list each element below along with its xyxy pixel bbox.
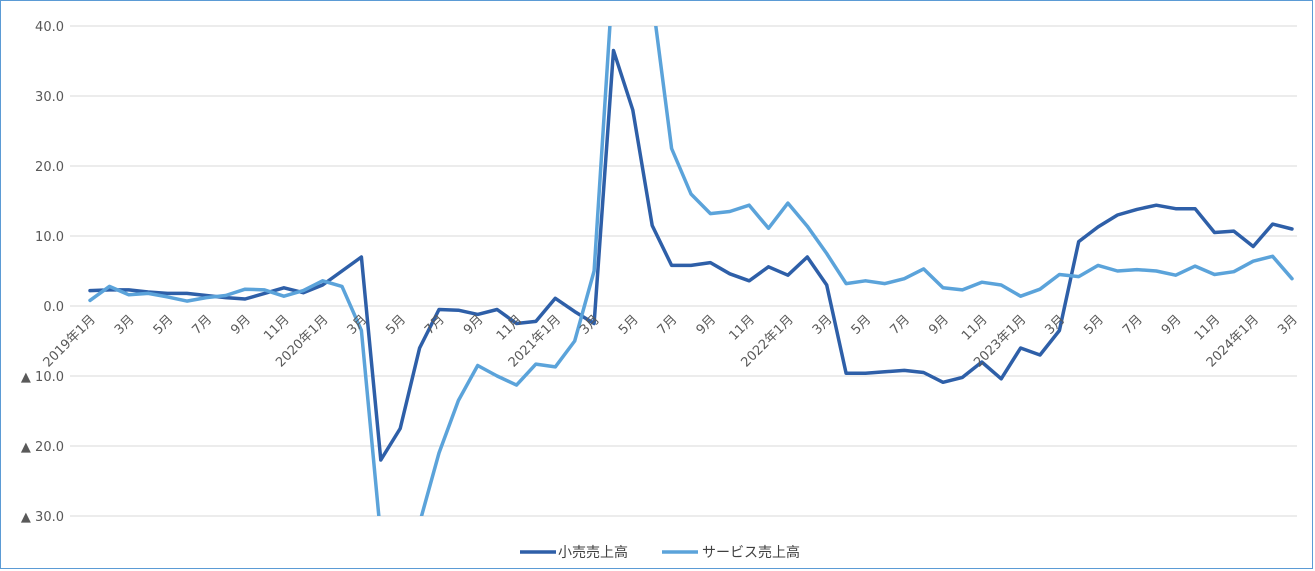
x-tick-label: 5月 <box>616 312 642 338</box>
legend: 小売売上高 サービス売上高 <box>520 544 800 561</box>
y-tick-label: 0.0 <box>43 300 64 315</box>
legend-label-1: 小売売上高 <box>558 544 628 561</box>
x-tick-label: 5月 <box>383 312 409 338</box>
x-tick-label: 3月 <box>112 312 138 338</box>
x-tick-label: 7月 <box>887 312 913 338</box>
y-tick-label: ▲ 20.0 <box>21 440 64 455</box>
x-tick-label: 9月 <box>228 312 254 338</box>
x-tick-label: 9月 <box>926 312 952 338</box>
y-tick-label: 10.0 <box>35 230 64 245</box>
x-tick-label: 11月 <box>959 312 990 343</box>
y-tick-label: 30.0 <box>35 90 64 105</box>
y-tick-label: ▲ 10.0 <box>21 370 64 385</box>
x-tick-label: 7月 <box>655 312 681 338</box>
x-tick-label: 3月 <box>810 312 836 338</box>
series-line-1 <box>88 48 1294 462</box>
x-tick-label: 3月 <box>1275 312 1301 338</box>
x-tick-label: 11月 <box>494 312 525 343</box>
x-tick-label: 11月 <box>1192 312 1223 343</box>
y-tick-label: 20.0 <box>35 160 64 175</box>
x-tick-label: 3月 <box>1043 312 1069 338</box>
x-tick-label: 9月 <box>461 312 487 338</box>
x-tick-label: 9月 <box>1159 312 1185 338</box>
x-tick-label: 5月 <box>151 312 177 338</box>
series-lines <box>88 26 1294 516</box>
series-line-2 <box>88 26 1294 516</box>
y-tick-label: ▲ 30.0 <box>21 510 64 525</box>
gridlines <box>70 25 1297 517</box>
x-tick-label: 5月 <box>1081 312 1107 338</box>
x-tick-label: 7月 <box>189 312 215 338</box>
legend-label-2: サービス売上高 <box>702 544 800 561</box>
x-tick-label: 11月 <box>726 312 757 343</box>
y-axis: 40.0 30.0 20.0 10.0 0.0 ▲ 10.0 ▲ 20.0 ▲ 30.0 <box>21 20 64 525</box>
y-tick-label: 40.0 <box>35 20 64 35</box>
x-tick-label: 11月 <box>261 312 292 343</box>
x-tick-label: 5月 <box>849 312 875 338</box>
x-tick-label: 2019年1月 <box>41 312 99 370</box>
x-tick-label: 7月 <box>1120 312 1146 338</box>
x-tick-label: 9月 <box>694 312 720 338</box>
